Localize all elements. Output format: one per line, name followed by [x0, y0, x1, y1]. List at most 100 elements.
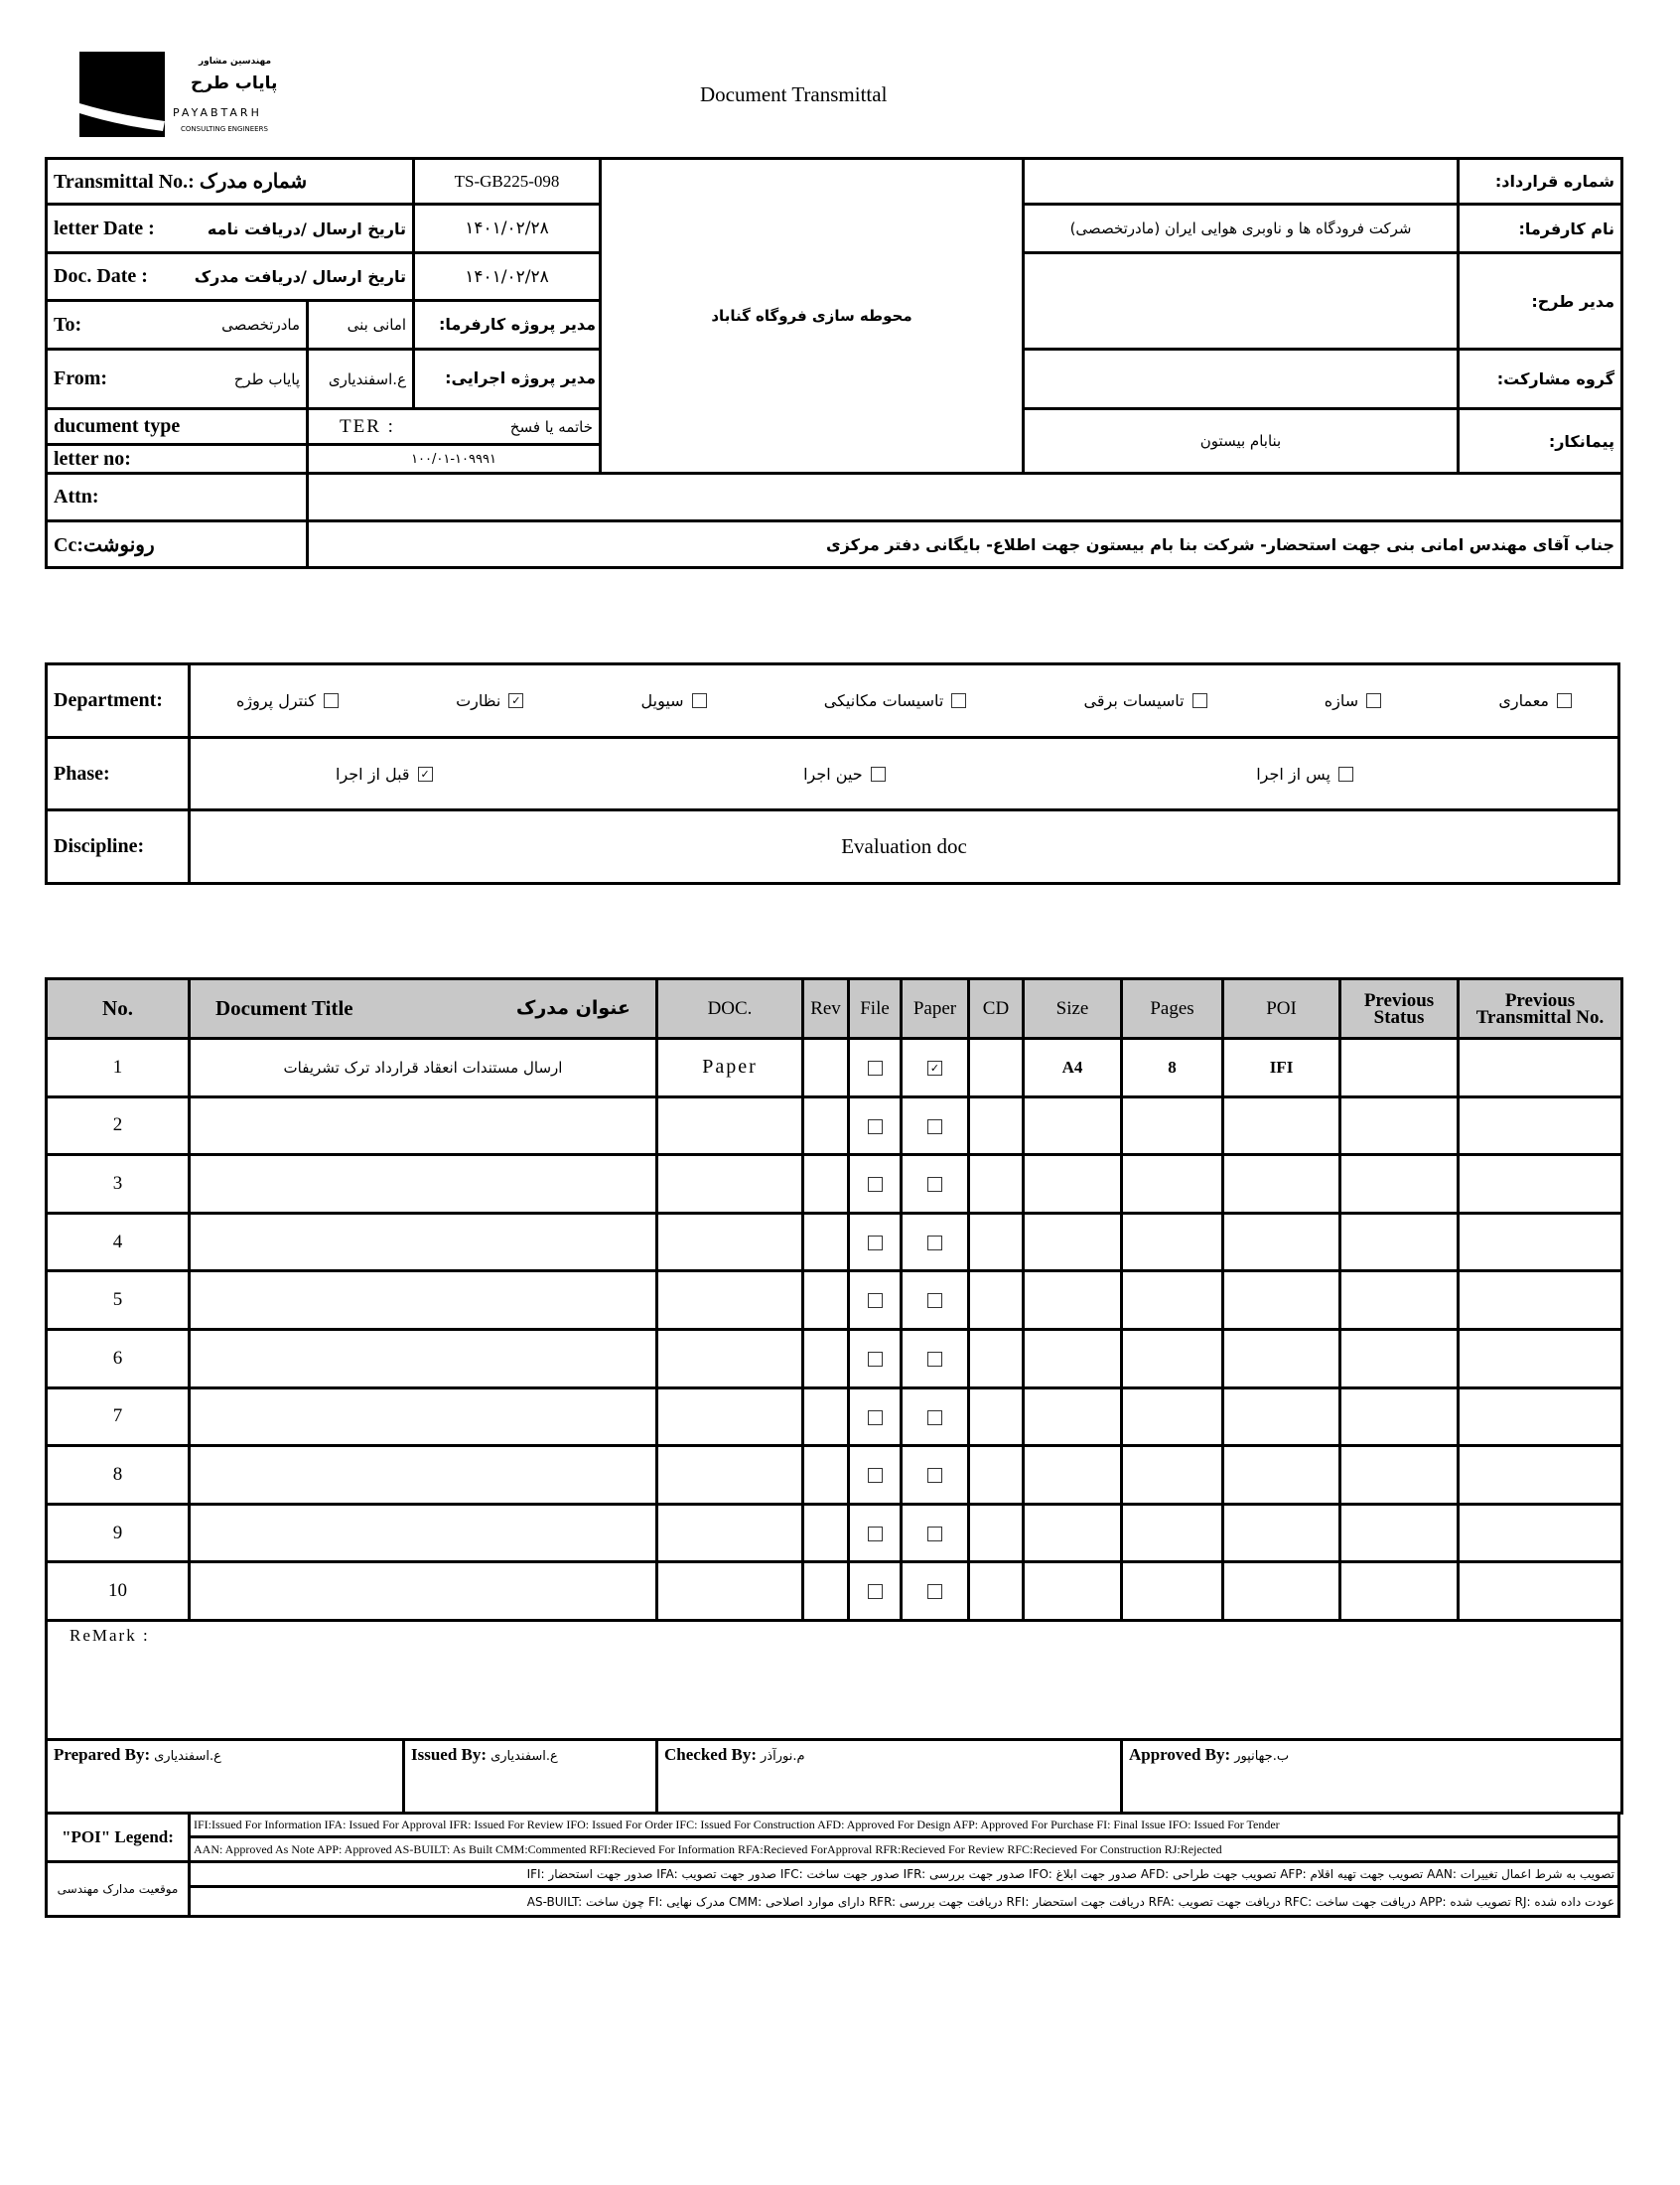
legend-fa-line-2: AS-BUILT: چون ساخت FI: مدرک نهایی CMM: د…: [188, 1885, 1620, 1918]
phase-option[interactable]: حین اجرا: [803, 765, 886, 784]
doc-poi: [1221, 1444, 1341, 1506]
department-option[interactable]: تاسیسات برقی: [1084, 691, 1207, 710]
checkbox-icon[interactable]: [867, 1118, 883, 1134]
doc-prev-transmittal: [1457, 1153, 1623, 1215]
checkbox-icon[interactable]: [1557, 693, 1572, 708]
checkbox-icon[interactable]: [691, 693, 707, 708]
checkbox-icon[interactable]: [867, 1526, 883, 1541]
col-title-en: Document Title: [215, 996, 353, 1020]
doc-poi: [1221, 1385, 1341, 1448]
checkbox-icon[interactable]: [927, 1526, 942, 1541]
department-option[interactable]: سازه: [1324, 691, 1382, 710]
checkbox-icon[interactable]: [1191, 693, 1207, 708]
doc-prev-status: [1338, 1094, 1460, 1157]
doc-paper-cell: [900, 1094, 970, 1157]
doc-no: 3: [45, 1153, 191, 1215]
table-row: 5: [45, 1269, 1623, 1331]
checkbox-icon[interactable]: [870, 766, 886, 782]
col-title-fa: عنوان مدرک: [515, 997, 630, 1019]
department-option[interactable]: معماری: [1498, 691, 1572, 710]
remark-field[interactable]: ReMark :: [44, 1619, 1624, 1741]
logo-mark-icon: [79, 52, 165, 137]
cc-label: Cc:رونوشت: [45, 519, 309, 569]
checkbox-checked-icon[interactable]: ✓: [417, 766, 433, 782]
department-option-label: معماری: [1498, 691, 1549, 710]
checked-by: Checked By: م.نورآذر: [655, 1738, 1123, 1815]
checkbox-icon[interactable]: [867, 1235, 883, 1250]
checkbox-icon[interactable]: [867, 1409, 883, 1425]
prepared-by-value: ع.اسفندیاری: [154, 1749, 221, 1764]
partnership-label: گروه مشارکت:: [1457, 348, 1624, 410]
doc-title: ارسال مستندات انعقاد قرارداد ترک تشریفات: [188, 1037, 658, 1098]
checkbox-checked-icon[interactable]: ✓: [508, 693, 524, 708]
doc-cd: [967, 1269, 1025, 1331]
department-option[interactable]: تاسیسات مکانیکی: [824, 691, 967, 710]
doc-rev: [801, 1444, 850, 1506]
checkbox-icon[interactable]: [927, 1177, 942, 1193]
doc-paper-cell: [900, 1153, 970, 1215]
checkbox-checked-icon[interactable]: ✓: [927, 1060, 942, 1076]
checkbox-icon[interactable]: [1366, 693, 1382, 708]
checkbox-icon[interactable]: [927, 1118, 942, 1134]
doc-prev-status: [1338, 1153, 1460, 1215]
checkbox-icon[interactable]: [1338, 766, 1353, 782]
department-option-label: سازه: [1324, 691, 1359, 710]
doc-poi: [1221, 1211, 1341, 1273]
department-option-label: کنترل پروژه: [236, 691, 316, 710]
legend-fa-label: موقعیت مدارک مهندسی: [45, 1860, 191, 1918]
approved-by: Approved By: ب.جهانپور: [1119, 1738, 1624, 1815]
department-option[interactable]: کنترل پروژه: [236, 691, 339, 710]
doc-pages: [1120, 1560, 1224, 1622]
checkbox-icon[interactable]: [927, 1351, 942, 1367]
discipline-label: Discipline:: [45, 808, 191, 885]
col-prev-status-1: Previous: [1363, 989, 1435, 1011]
checkbox-icon[interactable]: [867, 1060, 883, 1076]
phase-option-label: پس از اجرا: [1256, 764, 1330, 784]
checkbox-icon[interactable]: [927, 1584, 942, 1600]
checkbox-icon[interactable]: [927, 1235, 942, 1250]
client-value: شرکت فرودگاه ها و ناوبری هوایی ایران (ما…: [1022, 203, 1461, 254]
doc-size: [1022, 1211, 1123, 1273]
doc-pages: 8: [1120, 1037, 1224, 1098]
checkbox-icon[interactable]: [951, 693, 967, 708]
documents-table: No. Document Title عنوان مدرک DOC. Rev Fi…: [45, 977, 1623, 1622]
legend-line-1: IFI:Issued For Information IFA: Issued F…: [188, 1812, 1620, 1838]
client-label: نام کارفرما:: [1457, 203, 1624, 254]
doc-rev: [801, 1094, 850, 1157]
doc-file-cell: [847, 1502, 903, 1564]
checkbox-icon[interactable]: [867, 1468, 883, 1484]
checkbox-icon[interactable]: [927, 1409, 942, 1425]
doc-paper-cell: ✓: [900, 1037, 970, 1098]
department-option[interactable]: ✓ نظارت: [456, 691, 524, 710]
doc-paper-cell: [900, 1269, 970, 1331]
doc-pages: [1120, 1327, 1224, 1389]
checkbox-icon[interactable]: [927, 1468, 942, 1484]
checkbox-icon[interactable]: [867, 1351, 883, 1367]
checkbox-icon[interactable]: [927, 1293, 942, 1309]
issued-by: Issued By: ع.اسفندیاری: [402, 1738, 658, 1815]
doc-paper-cell: [900, 1385, 970, 1448]
doc-prev-transmittal: [1457, 1269, 1623, 1331]
phase-option-label: قبل از اجرا: [336, 764, 410, 784]
doc-paper-cell: [900, 1502, 970, 1564]
approved-by-value: ب.جهانپور: [1234, 1749, 1290, 1764]
checkbox-icon[interactable]: [867, 1177, 883, 1193]
department-option[interactable]: سیویل: [641, 691, 707, 710]
doc-cd: [967, 1502, 1025, 1564]
company-logo: مهندسین مشاور پایاب طرح PAYABTARH CONSUL…: [79, 52, 298, 141]
doc-type-code: TER :: [340, 415, 395, 437]
checkbox-icon[interactable]: [867, 1584, 883, 1600]
col-file: File: [847, 977, 903, 1040]
legend-line-2: AAN: Approved As Note APP: Approved AS-B…: [188, 1835, 1620, 1863]
to-person: امانی بنی: [305, 299, 416, 351]
classification-table: Department: معماری سازه تاسیسات برقی تاسیسا…: [45, 662, 1620, 885]
checkbox-icon[interactable]: [867, 1293, 883, 1309]
col-rev: Rev: [801, 977, 850, 1040]
col-prev-tr-1: Previous: [1504, 989, 1576, 1011]
phase-option[interactable]: ✓ قبل از اجرا: [336, 765, 433, 784]
checkbox-icon[interactable]: [323, 693, 339, 708]
doc-file-cell: [847, 1385, 903, 1448]
doc-rev: [801, 1327, 850, 1389]
col-prev-status-2: Status: [1373, 1006, 1425, 1028]
phase-option[interactable]: پس از اجرا: [1256, 765, 1353, 784]
